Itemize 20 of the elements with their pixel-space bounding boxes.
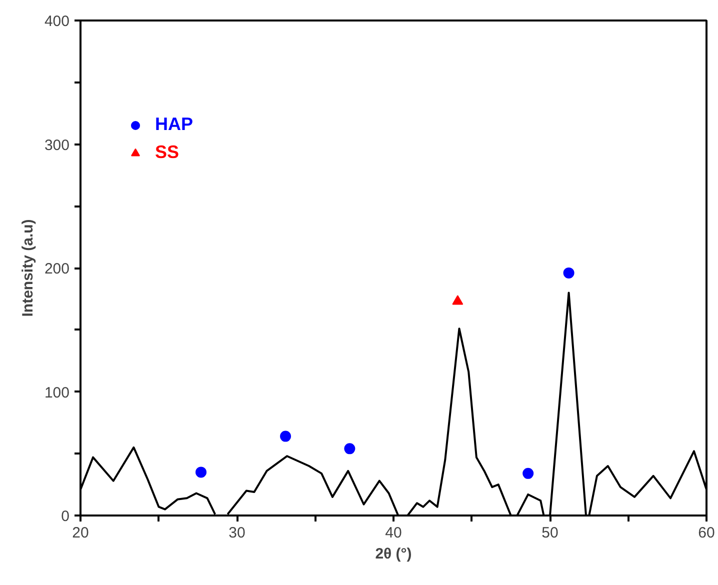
x-tick-label: 30 xyxy=(228,524,246,542)
y-tick-label: 300 xyxy=(44,136,70,154)
y-tick-label: 200 xyxy=(44,260,70,278)
x-tick-label: 50 xyxy=(542,524,558,542)
y-tick-label: 0 xyxy=(61,508,70,525)
point xyxy=(344,443,356,454)
y-tick-label: 400 xyxy=(44,13,70,30)
point xyxy=(563,267,574,278)
x-tick-label: 20 xyxy=(72,524,89,542)
legend-label: SS xyxy=(155,142,180,163)
y-tick-label: 100 xyxy=(44,384,70,402)
point xyxy=(280,430,292,442)
y-axis-title: Intensity (a.u) xyxy=(19,219,36,317)
x-tick-label: 40 xyxy=(385,524,402,542)
legend-label: HAP xyxy=(155,114,194,135)
point xyxy=(196,466,207,478)
x-axis-title: 2θ (°) xyxy=(375,546,412,562)
point xyxy=(522,468,534,479)
x-tick-label: 60 xyxy=(698,524,715,542)
point xyxy=(452,295,464,305)
